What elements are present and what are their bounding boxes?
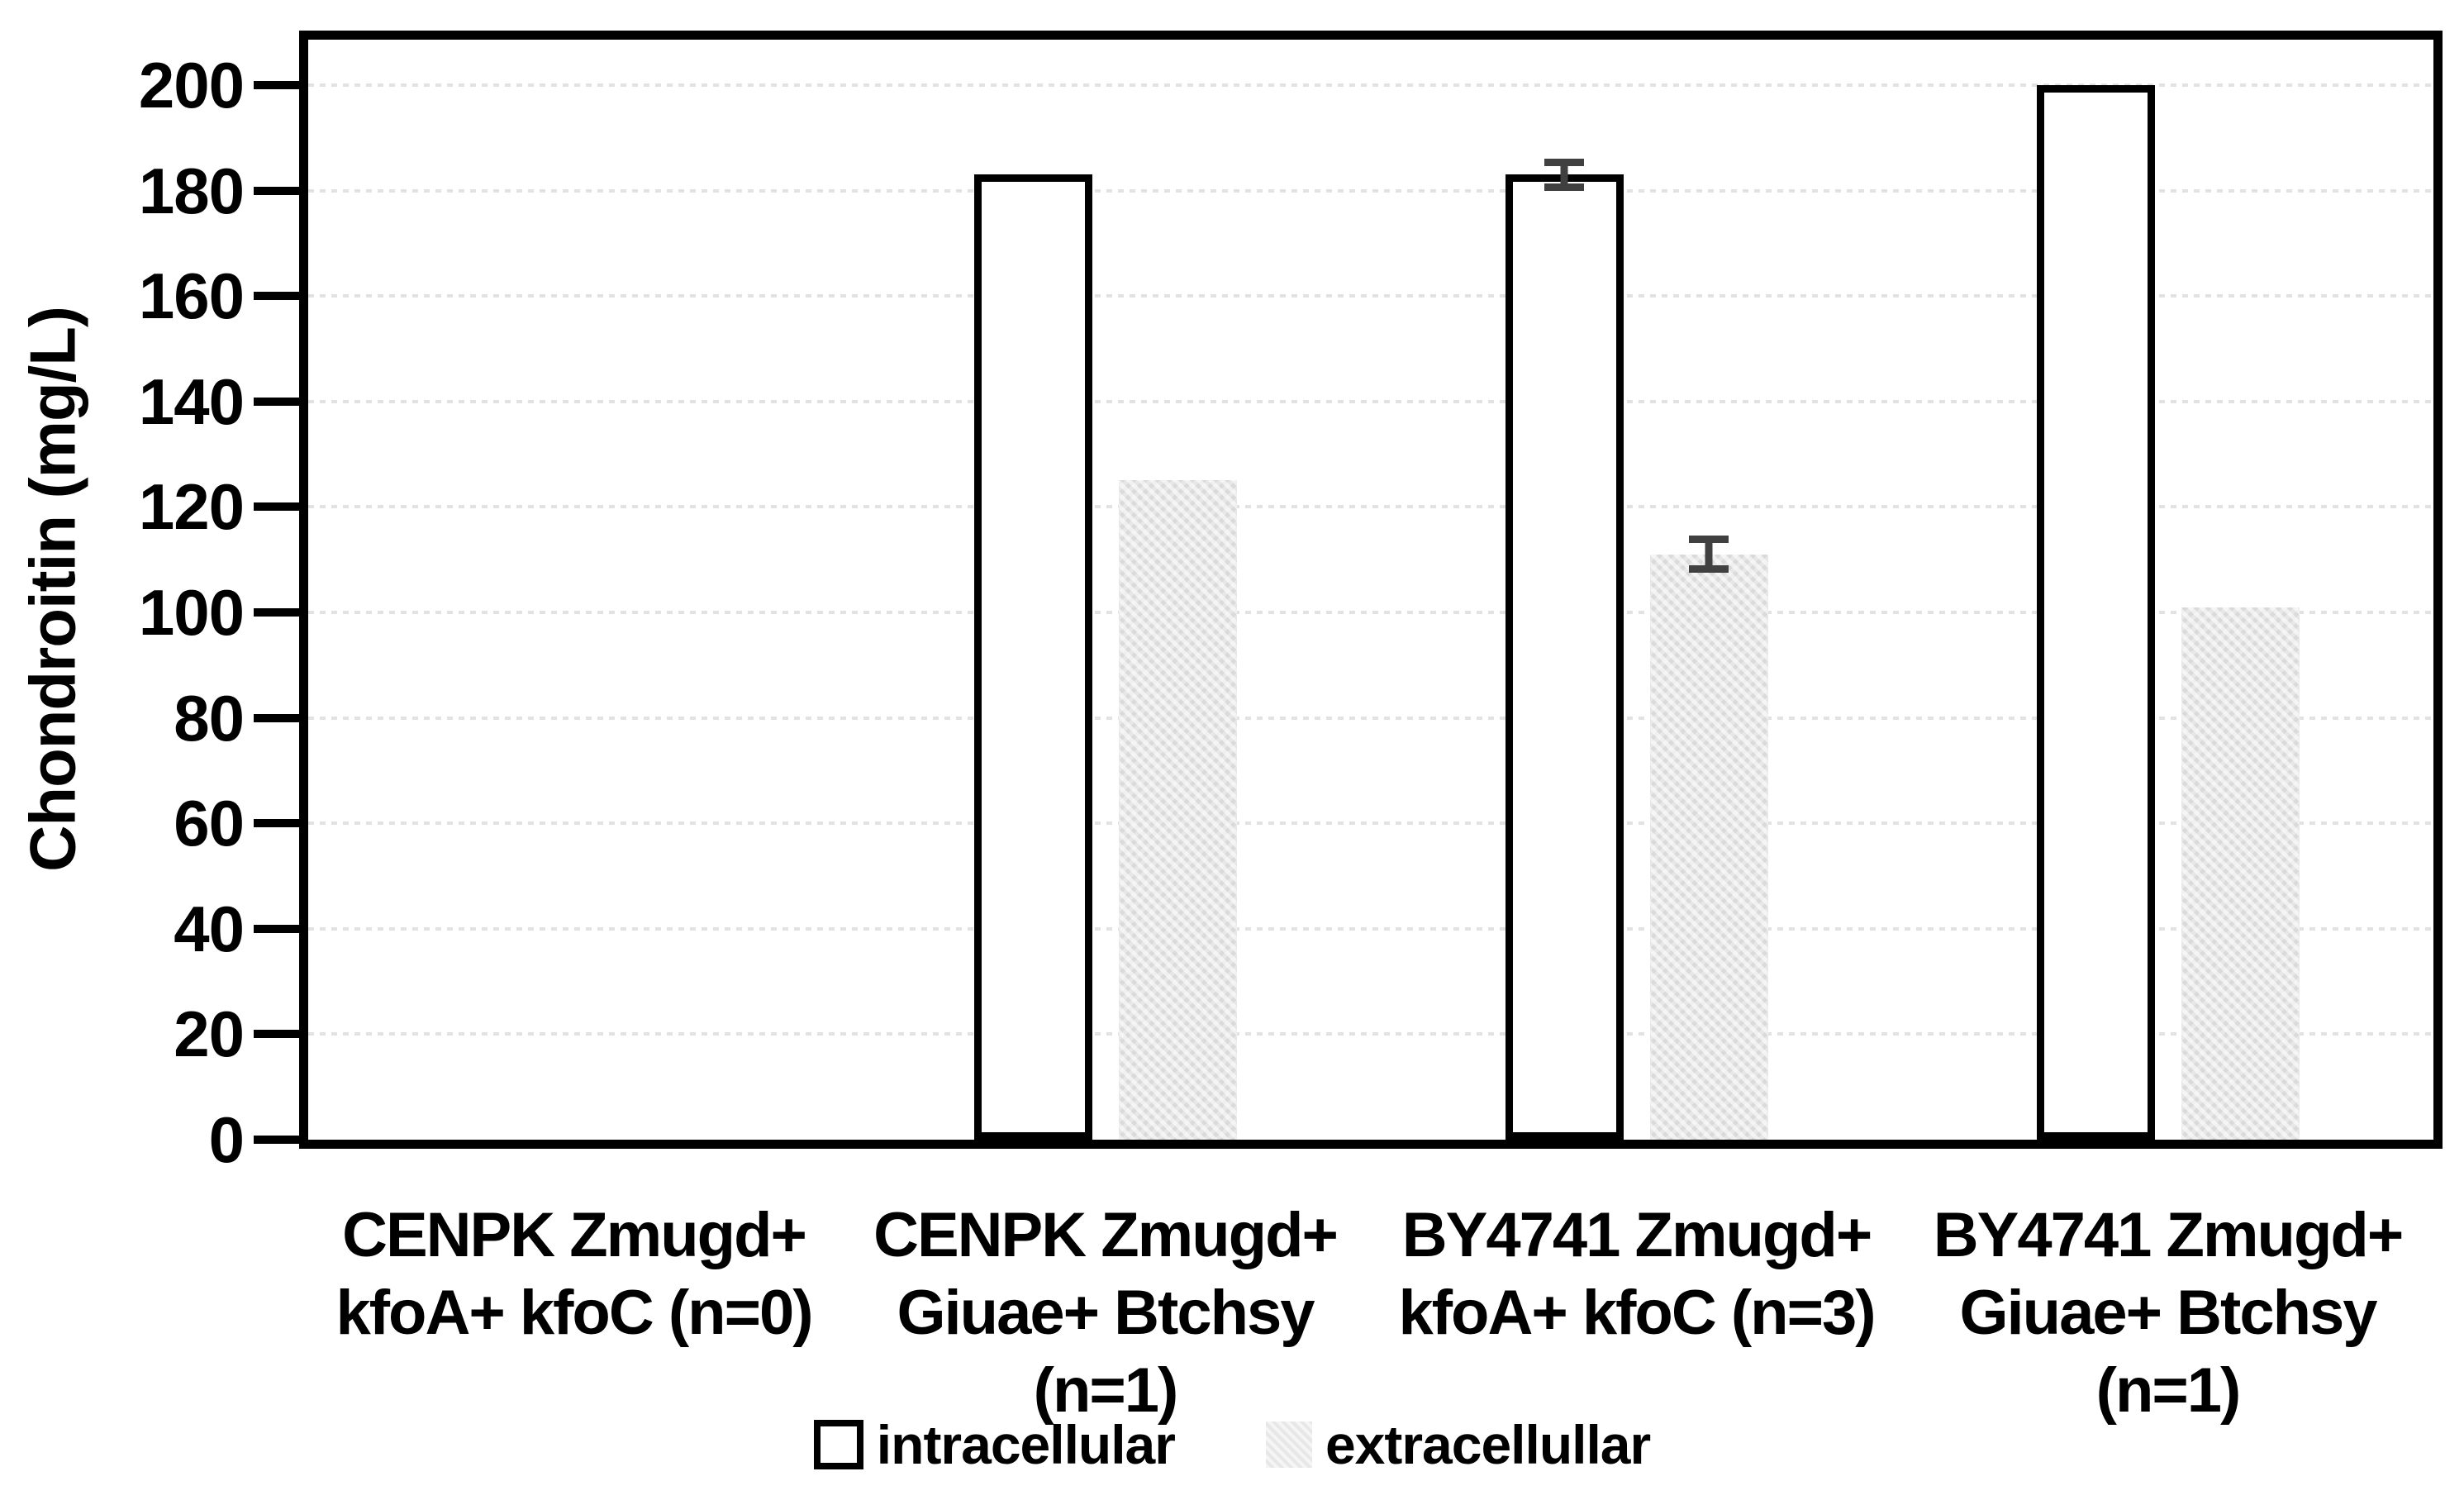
y-tick-120 xyxy=(254,502,299,512)
error-bar-extracellullar-group3 xyxy=(1689,536,1729,574)
y-tick-label-160: 160 xyxy=(138,260,245,333)
y-tick-180 xyxy=(254,186,299,195)
legend-swatch-extracellullar xyxy=(1265,1421,1312,1468)
intracellular-bar-group3 xyxy=(1505,174,1624,1140)
x-category-label-4: BY4741 Zmugd+ Giuae+ Btchsy (n=1) xyxy=(1933,1200,2404,1426)
error-bar-cap-bottom xyxy=(1689,565,1729,574)
y-tick-label-200: 200 xyxy=(138,48,245,121)
x-category-label-2: CENPK Zmugd+ Giuae+ Btchsy (n=1) xyxy=(873,1200,1339,1426)
x-category-label-3: BY4741 Zmugd+ kfoA+ kfoC (n=3) xyxy=(1398,1200,1876,1348)
gridline-60 xyxy=(308,821,2433,826)
gridline-40 xyxy=(308,926,2433,931)
y-tick-label-100: 100 xyxy=(138,575,245,649)
gridline-20 xyxy=(308,1032,2433,1036)
gridline-120 xyxy=(308,505,2433,509)
error-bar-cap-top xyxy=(1689,536,1729,544)
y-tick-20 xyxy=(254,1030,299,1039)
y-tick-label-20: 20 xyxy=(174,998,245,1071)
intracellular-bar-group2 xyxy=(973,174,1092,1140)
y-tick-label-80: 80 xyxy=(174,681,245,755)
plot-area xyxy=(299,31,2443,1149)
x-axis-labels: CENPK Zmugd+ kfoA+ kfoC (n=0) CENPK Zmugd… xyxy=(308,1197,2433,1445)
gridline-200 xyxy=(308,83,2433,87)
error-bar-cap-bottom xyxy=(1544,183,1584,191)
x-category-label-1: CENPK Zmugd+ kfoA+ kfoC (n=0) xyxy=(335,1200,813,1348)
gridline-160 xyxy=(308,294,2433,298)
y-tick-100 xyxy=(254,607,299,617)
y-tick-200 xyxy=(254,80,299,89)
extracellullar-bar-group4 xyxy=(2181,607,2300,1140)
error-bar-cap-top xyxy=(1544,159,1584,167)
legend-entry-intracellular: intracellular xyxy=(813,1413,1176,1476)
legend: intracellular extracellullar xyxy=(0,1403,2464,1486)
intracellular-bar-group4 xyxy=(2036,84,2155,1140)
extracellullar-bar-group3 xyxy=(1649,554,1768,1140)
y-tick-label-0: 0 xyxy=(208,1103,245,1176)
legend-entry-extracellullar: extracellullar xyxy=(1265,1413,1651,1476)
extracellullar-bar-group2 xyxy=(1118,480,1237,1140)
y-tick-label-60: 60 xyxy=(174,787,245,860)
y-tick-40 xyxy=(254,924,299,933)
gridline-140 xyxy=(308,399,2433,403)
legend-label-intracellular: intracellular xyxy=(876,1414,1176,1475)
y-tick-label-140: 140 xyxy=(138,364,245,438)
y-tick-label-180: 180 xyxy=(138,154,245,227)
gridlines-layer xyxy=(308,40,2433,1140)
error-bar-stem xyxy=(1560,159,1568,191)
legend-label-extracellullar: extracellullar xyxy=(1325,1414,1651,1475)
error-bar-stem xyxy=(1705,536,1713,574)
y-tick-60 xyxy=(254,819,299,828)
gridline-180 xyxy=(308,188,2433,193)
y-tick-80 xyxy=(254,713,299,722)
y-axis: 0 20 40 60 80 100 120 140 160 180 200 xyxy=(0,40,299,1176)
y-tick-label-40: 40 xyxy=(174,892,245,965)
y-tick-0 xyxy=(254,1136,299,1144)
gridline-100 xyxy=(308,610,2433,614)
y-tick-label-120: 120 xyxy=(138,470,245,544)
y-tick-160 xyxy=(254,292,299,301)
legend-swatch-intracellular xyxy=(813,1420,863,1469)
y-tick-140 xyxy=(254,397,299,406)
bars-layer xyxy=(308,40,2433,1140)
gridline-80 xyxy=(308,716,2433,720)
error-bar-intracellular-group3 xyxy=(1544,159,1584,191)
